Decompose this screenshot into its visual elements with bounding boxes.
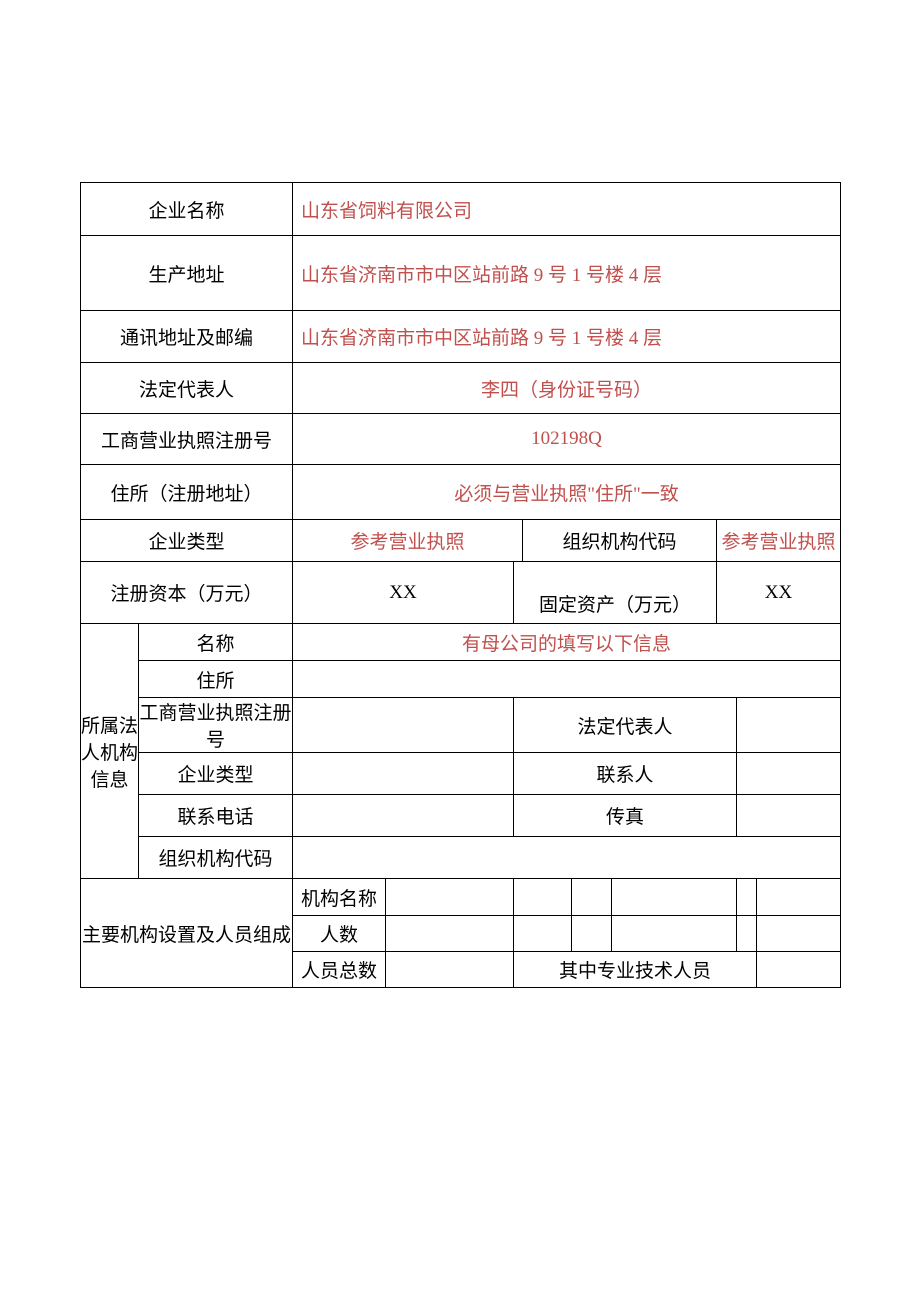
label-main-org: 主要机构设置及人员组成 <box>81 879 293 988</box>
value-parent-name: 有母公司的填写以下信息 <box>293 624 841 661</box>
value-org-code: 参考营业执照 <box>717 520 841 562</box>
value-count-1 <box>386 916 514 952</box>
label-production-address: 生产地址 <box>81 236 293 311</box>
value-production-address: 山东省济南市市中区站前路 9 号 1 号楼 4 层 <box>293 236 841 311</box>
value-count-5 <box>737 916 757 952</box>
value-org-name-6 <box>757 879 841 916</box>
value-legal-rep: 李四（身份证号码） <box>293 363 841 414</box>
value-total <box>386 952 514 988</box>
value-parent-legal-rep <box>737 698 841 753</box>
label-company-name: 企业名称 <box>81 183 293 236</box>
label-parent-name: 名称 <box>139 624 293 661</box>
label-count: 人数 <box>293 916 386 952</box>
value-company-type: 参考营业执照 <box>293 520 523 562</box>
label-business-license: 工商营业执照注册号 <box>81 414 293 465</box>
value-org-name-2 <box>514 879 572 916</box>
value-mailing-address: 山东省济南市市中区站前路 9 号 1 号楼 4 层 <box>293 311 841 363</box>
value-count-3 <box>572 916 612 952</box>
value-parent-company-type <box>293 753 514 795</box>
label-parent-org: 所属法人机构信息 <box>81 624 139 879</box>
label-parent-company-type: 企业类型 <box>139 753 293 795</box>
label-org-code: 组织机构代码 <box>523 520 717 562</box>
value-count-4 <box>612 916 737 952</box>
company-info-table: 企业名称 山东省饲料有限公司 生产地址 山东省济南市市中区站前路 9 号 1 号… <box>80 182 841 988</box>
label-org-name: 机构名称 <box>293 879 386 916</box>
value-parent-org-code <box>293 837 841 879</box>
label-company-type: 企业类型 <box>81 520 293 562</box>
value-parent-residence <box>293 661 841 698</box>
label-parent-license: 工商营业执照注册号 <box>139 698 293 753</box>
value-fixed-assets: XX <box>717 562 841 624</box>
value-org-name-5 <box>737 879 757 916</box>
value-company-name: 山东省饲料有限公司 <box>293 183 841 236</box>
value-business-license: 102198Q <box>293 414 841 465</box>
value-phone <box>293 795 514 837</box>
label-phone: 联系电话 <box>139 795 293 837</box>
label-residence: 住所（注册地址） <box>81 465 293 520</box>
value-org-name-3 <box>572 879 612 916</box>
label-legal-rep: 法定代表人 <box>81 363 293 414</box>
label-fixed-assets: 固定资产（万元） <box>514 562 717 624</box>
value-registered-capital: XX <box>293 562 514 624</box>
value-org-name-1 <box>386 879 514 916</box>
value-residence: 必须与营业执照"住所"一致 <box>293 465 841 520</box>
label-tech-staff: 其中专业技术人员 <box>514 952 757 988</box>
label-parent-legal-rep: 法定代表人 <box>514 698 737 753</box>
label-parent-residence: 住所 <box>139 661 293 698</box>
label-fax: 传真 <box>514 795 737 837</box>
value-fax <box>737 795 841 837</box>
label-contact: 联系人 <box>514 753 737 795</box>
label-parent-org-code: 组织机构代码 <box>139 837 293 879</box>
label-total: 人员总数 <box>293 952 386 988</box>
value-tech-staff <box>757 952 841 988</box>
value-count-6 <box>757 916 841 952</box>
label-registered-capital: 注册资本（万元） <box>81 562 293 624</box>
value-count-2 <box>514 916 572 952</box>
label-mailing-address: 通讯地址及邮编 <box>81 311 293 363</box>
value-contact <box>737 753 841 795</box>
value-parent-license <box>293 698 514 753</box>
value-org-name-4 <box>612 879 737 916</box>
